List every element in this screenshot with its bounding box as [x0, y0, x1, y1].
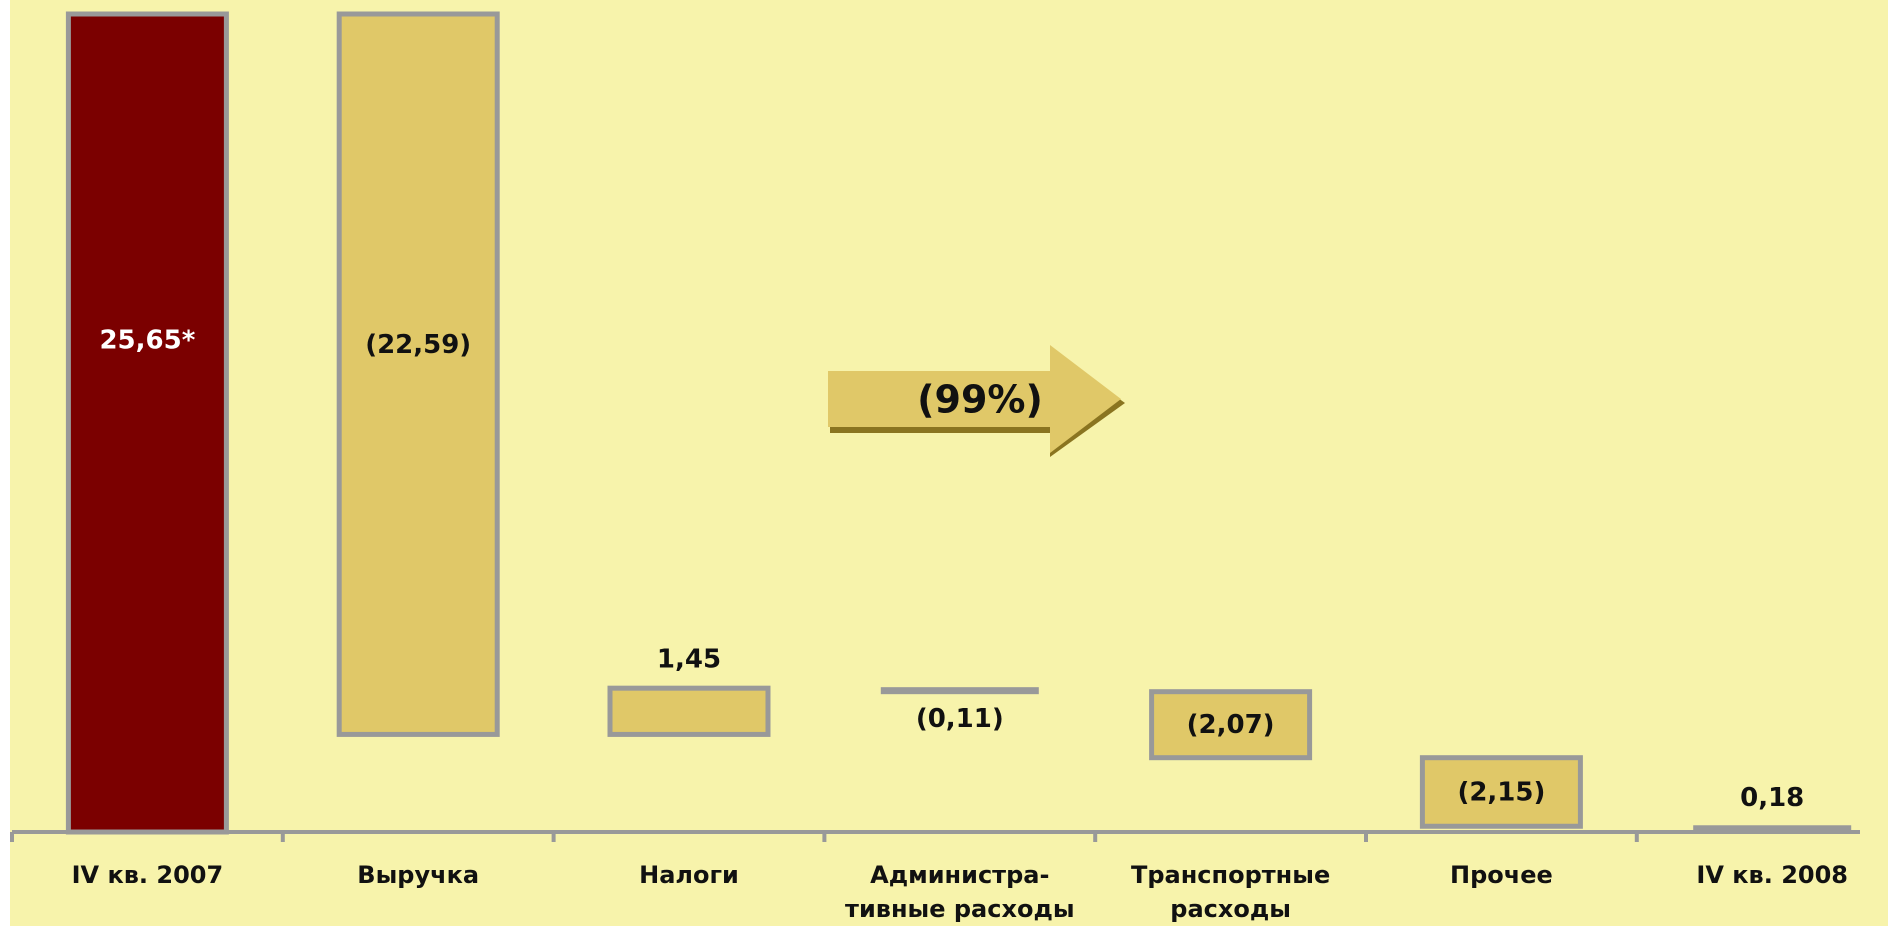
- x-tick-label: Прочее: [1450, 861, 1553, 889]
- data-label: 0,18: [1740, 783, 1804, 813]
- data-label: (2,15): [1457, 777, 1545, 807]
- x-tick-label: IV кв. 2008: [1696, 861, 1848, 889]
- x-tick-label: Налоги: [639, 861, 739, 889]
- bar: [65, 11, 229, 835]
- x-tick-labels: IV кв. 2007 Выручка Налоги Администра-тивны…: [72, 861, 1848, 923]
- bar: [1693, 825, 1852, 833]
- x-tick-label: расходы: [1170, 895, 1291, 923]
- data-labels: 25,65* (22,59) 1,45 (0,11) (2,07) (2,15) 0,18: [99, 326, 1804, 813]
- x-tick-label: тивные расходы: [845, 895, 1075, 923]
- data-label: 1,45: [657, 645, 721, 675]
- x-axis: [10, 830, 1860, 842]
- bar: [1419, 755, 1583, 829]
- arrow-icon: [828, 345, 1121, 453]
- x-tick-label: IV кв. 2007: [72, 861, 224, 889]
- x-tick-label: Администра-: [870, 861, 1049, 889]
- x-tick-label: Выручка: [357, 861, 479, 889]
- bar: [336, 11, 500, 737]
- plot-area: [10, 0, 1888, 926]
- data-label: (0,11): [916, 704, 1004, 734]
- x-tick-label: Транспортные: [1131, 861, 1330, 889]
- bar: [880, 687, 1039, 695]
- data-label: (22,59): [365, 330, 471, 360]
- data-label: (2,07): [1187, 710, 1275, 740]
- annotation-label: (99%): [917, 378, 1043, 422]
- bar: [607, 685, 771, 737]
- bars-group: [65, 11, 1852, 835]
- bar: [1149, 689, 1313, 761]
- data-label: 25,65*: [99, 326, 195, 356]
- growth-arrow-annotation: (99%): [828, 345, 1125, 457]
